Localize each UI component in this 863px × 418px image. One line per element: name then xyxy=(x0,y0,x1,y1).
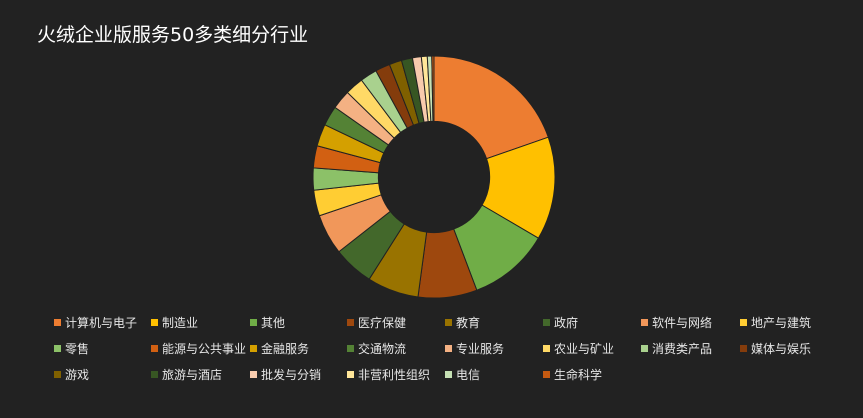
legend-label: 交通物流 xyxy=(358,341,407,356)
legend-item[interactable]: 非营利性组织 xyxy=(347,366,430,382)
legend-label: 专业服务 xyxy=(456,341,505,356)
legend-label: 零售 xyxy=(65,341,90,356)
legend-swatch xyxy=(54,344,61,352)
legend-item[interactable]: 制造业 xyxy=(151,314,198,330)
legend-swatch xyxy=(543,344,550,352)
legend-label: 地产与建筑 xyxy=(751,315,812,330)
legend-swatch xyxy=(250,344,257,352)
legend-label: 电信 xyxy=(456,367,481,382)
legend-item[interactable]: 零售 xyxy=(54,340,89,356)
legend-swatch xyxy=(543,318,550,326)
legend-label: 其他 xyxy=(261,315,286,330)
legend-item[interactable]: 游戏 xyxy=(54,366,89,382)
legend-label: 医疗保健 xyxy=(358,315,407,330)
legend-item[interactable]: 政府 xyxy=(543,314,578,330)
legend-swatch xyxy=(250,318,257,326)
legend-label: 游戏 xyxy=(65,367,90,382)
legend-swatch xyxy=(740,318,747,326)
legend-swatch xyxy=(151,318,158,326)
legend-item[interactable]: 金融服务 xyxy=(250,340,309,356)
legend-swatch xyxy=(445,318,452,326)
legend-label: 旅游与酒店 xyxy=(162,367,223,382)
legend-swatch xyxy=(151,344,158,352)
legend-swatch xyxy=(445,370,452,378)
legend-item[interactable]: 交通物流 xyxy=(347,340,406,356)
legend-item[interactable]: 教育 xyxy=(445,314,480,330)
chart-title: 火绒企业版服务50多类细分行业 xyxy=(37,24,309,46)
legend-item[interactable]: 生命科学 xyxy=(543,366,602,382)
legend-swatch xyxy=(54,318,61,326)
legend-label: 消费类产品 xyxy=(652,341,713,356)
donut-slice-22 xyxy=(431,55,435,122)
legend-item[interactable]: 地产与建筑 xyxy=(740,314,811,330)
legend-label: 农业与矿业 xyxy=(554,341,615,356)
legend-item[interactable]: 软件与网络 xyxy=(641,314,712,330)
legend-item[interactable]: 能源与公共事业 xyxy=(151,340,246,356)
legend-swatch xyxy=(740,344,747,352)
legend-swatch xyxy=(543,370,550,378)
legend-label: 计算机与电子 xyxy=(65,315,138,330)
legend-item[interactable]: 农业与矿业 xyxy=(543,340,614,356)
legend-swatch xyxy=(54,370,61,378)
legend-swatch xyxy=(641,318,648,326)
legend-swatch xyxy=(347,370,354,378)
legend-item[interactable]: 计算机与电子 xyxy=(54,314,137,330)
legend-item[interactable]: 消费类产品 xyxy=(641,340,712,356)
donut-slice-1 xyxy=(433,55,549,160)
legend-label: 政府 xyxy=(554,315,579,330)
legend-label: 批发与分销 xyxy=(261,367,322,382)
legend-swatch xyxy=(347,318,354,326)
legend-label: 金融服务 xyxy=(261,341,310,356)
legend-swatch xyxy=(445,344,452,352)
legend-label: 教育 xyxy=(456,315,481,330)
legend-item[interactable]: 批发与分销 xyxy=(250,366,321,382)
legend-swatch xyxy=(250,370,257,378)
legend-swatch xyxy=(347,344,354,352)
legend-item[interactable]: 媒体与娱乐 xyxy=(740,340,811,356)
legend-label: 非营利性组织 xyxy=(358,367,431,382)
legend-item[interactable]: 旅游与酒店 xyxy=(151,366,222,382)
legend-item[interactable]: 电信 xyxy=(445,366,480,382)
legend-label: 软件与网络 xyxy=(652,315,713,330)
legend-label: 制造业 xyxy=(162,315,199,330)
legend-swatch xyxy=(151,370,158,378)
legend-item[interactable]: 医疗保健 xyxy=(347,314,406,330)
legend-label: 能源与公共事业 xyxy=(162,341,247,356)
legend-label: 媒体与娱乐 xyxy=(751,341,812,356)
legend-label: 生命科学 xyxy=(554,367,603,382)
legend-swatch xyxy=(641,344,648,352)
legend-item[interactable]: 其他 xyxy=(250,314,285,330)
legend-item[interactable]: 专业服务 xyxy=(445,340,504,356)
